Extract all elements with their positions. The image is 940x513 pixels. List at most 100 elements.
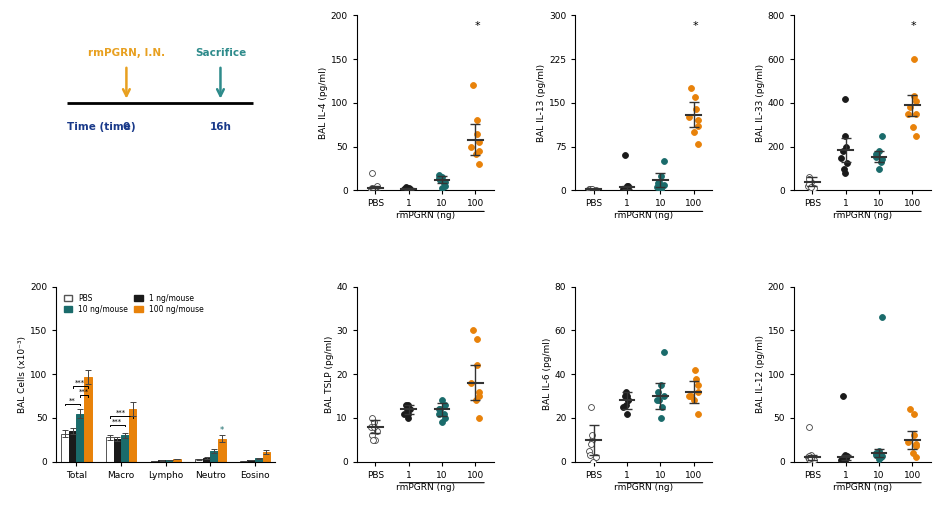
Point [585, 186, 600, 194]
Point [367, 186, 382, 194]
Point [585, 431, 600, 440]
Point [400, 185, 415, 193]
X-axis label: rmPGRN (ng): rmPGRN (ng) [614, 211, 673, 220]
Point [434, 173, 449, 182]
Point [432, 176, 447, 184]
Point [619, 392, 634, 400]
Point [472, 388, 487, 396]
Point [463, 143, 478, 151]
Point [683, 84, 698, 92]
Point [682, 113, 697, 122]
Point [650, 388, 666, 396]
Point [472, 138, 487, 146]
Point [438, 414, 453, 422]
Point [875, 132, 890, 140]
Point [400, 185, 415, 193]
Point [463, 379, 478, 387]
Point [871, 455, 886, 463]
Point [619, 401, 634, 409]
Bar [203, 458, 211, 462]
Point [651, 177, 666, 186]
Point [367, 185, 382, 193]
Point [688, 93, 703, 101]
Point [838, 169, 853, 177]
Point [803, 450, 818, 459]
Point [438, 182, 453, 190]
Point [870, 450, 885, 459]
Point [586, 458, 601, 466]
Point [431, 405, 446, 413]
Point [617, 151, 632, 160]
Point [653, 185, 668, 193]
Point [686, 397, 701, 405]
Point [656, 157, 671, 165]
Point [469, 335, 484, 343]
Point [838, 450, 853, 459]
Bar [211, 451, 218, 462]
Point [402, 185, 417, 193]
Point [616, 403, 631, 411]
Point [839, 452, 854, 461]
Point [364, 185, 379, 193]
Point [465, 81, 480, 89]
Point [438, 177, 453, 186]
Y-axis label: BAL TSLP (pg/ml): BAL TSLP (pg/ml) [324, 336, 334, 413]
Point [468, 397, 483, 405]
Point [435, 184, 450, 192]
Point [905, 449, 920, 457]
Point [800, 182, 815, 190]
Point [838, 458, 853, 466]
Point [431, 174, 446, 182]
Point [367, 423, 382, 431]
Y-axis label: BAL Cells (x10⁻³): BAL Cells (x10⁻³) [19, 336, 27, 412]
Bar [84, 377, 92, 462]
Point [400, 405, 415, 413]
Point [400, 185, 415, 193]
Point [682, 392, 697, 400]
Text: Time (time): Time (time) [68, 122, 136, 132]
Point [620, 183, 635, 191]
Point [807, 184, 822, 192]
Point [365, 436, 380, 444]
Point [472, 392, 487, 400]
Point [619, 186, 634, 194]
Text: *: * [220, 426, 224, 435]
Point [364, 431, 379, 440]
Bar [121, 436, 129, 462]
Point [909, 110, 924, 118]
Y-axis label: BAL IL-4 (pg/ml): BAL IL-4 (pg/ml) [319, 67, 328, 139]
Point [588, 186, 603, 194]
Point [683, 392, 698, 400]
Point [688, 366, 703, 374]
Point [838, 454, 854, 462]
Point [583, 403, 598, 411]
Point [688, 105, 703, 113]
Point [470, 129, 485, 137]
Point [397, 185, 412, 193]
Point [836, 392, 851, 400]
Point [873, 453, 888, 461]
Point [365, 414, 380, 422]
Point [875, 313, 890, 322]
Point [802, 423, 817, 431]
Text: ***: *** [116, 410, 126, 416]
Point [365, 184, 380, 192]
Text: 16h: 16h [210, 122, 231, 132]
Point [584, 186, 599, 194]
Point [909, 453, 924, 461]
Point [690, 381, 705, 389]
Point [364, 169, 379, 177]
Point [802, 180, 817, 188]
Text: *: * [474, 21, 479, 31]
X-axis label: rmPGRN (ng): rmPGRN (ng) [396, 483, 455, 491]
Bar [61, 433, 69, 462]
Y-axis label: BAL IL-6 (pg/ml): BAL IL-6 (pg/ml) [543, 338, 552, 410]
Point [690, 122, 705, 130]
Point [400, 409, 415, 418]
Point [399, 401, 414, 409]
Point [804, 458, 819, 466]
Text: **: ** [70, 398, 76, 404]
Point [836, 147, 851, 155]
Point [366, 185, 381, 193]
Y-axis label: BAL IL-12 (pg/ml): BAL IL-12 (pg/ml) [756, 335, 765, 413]
